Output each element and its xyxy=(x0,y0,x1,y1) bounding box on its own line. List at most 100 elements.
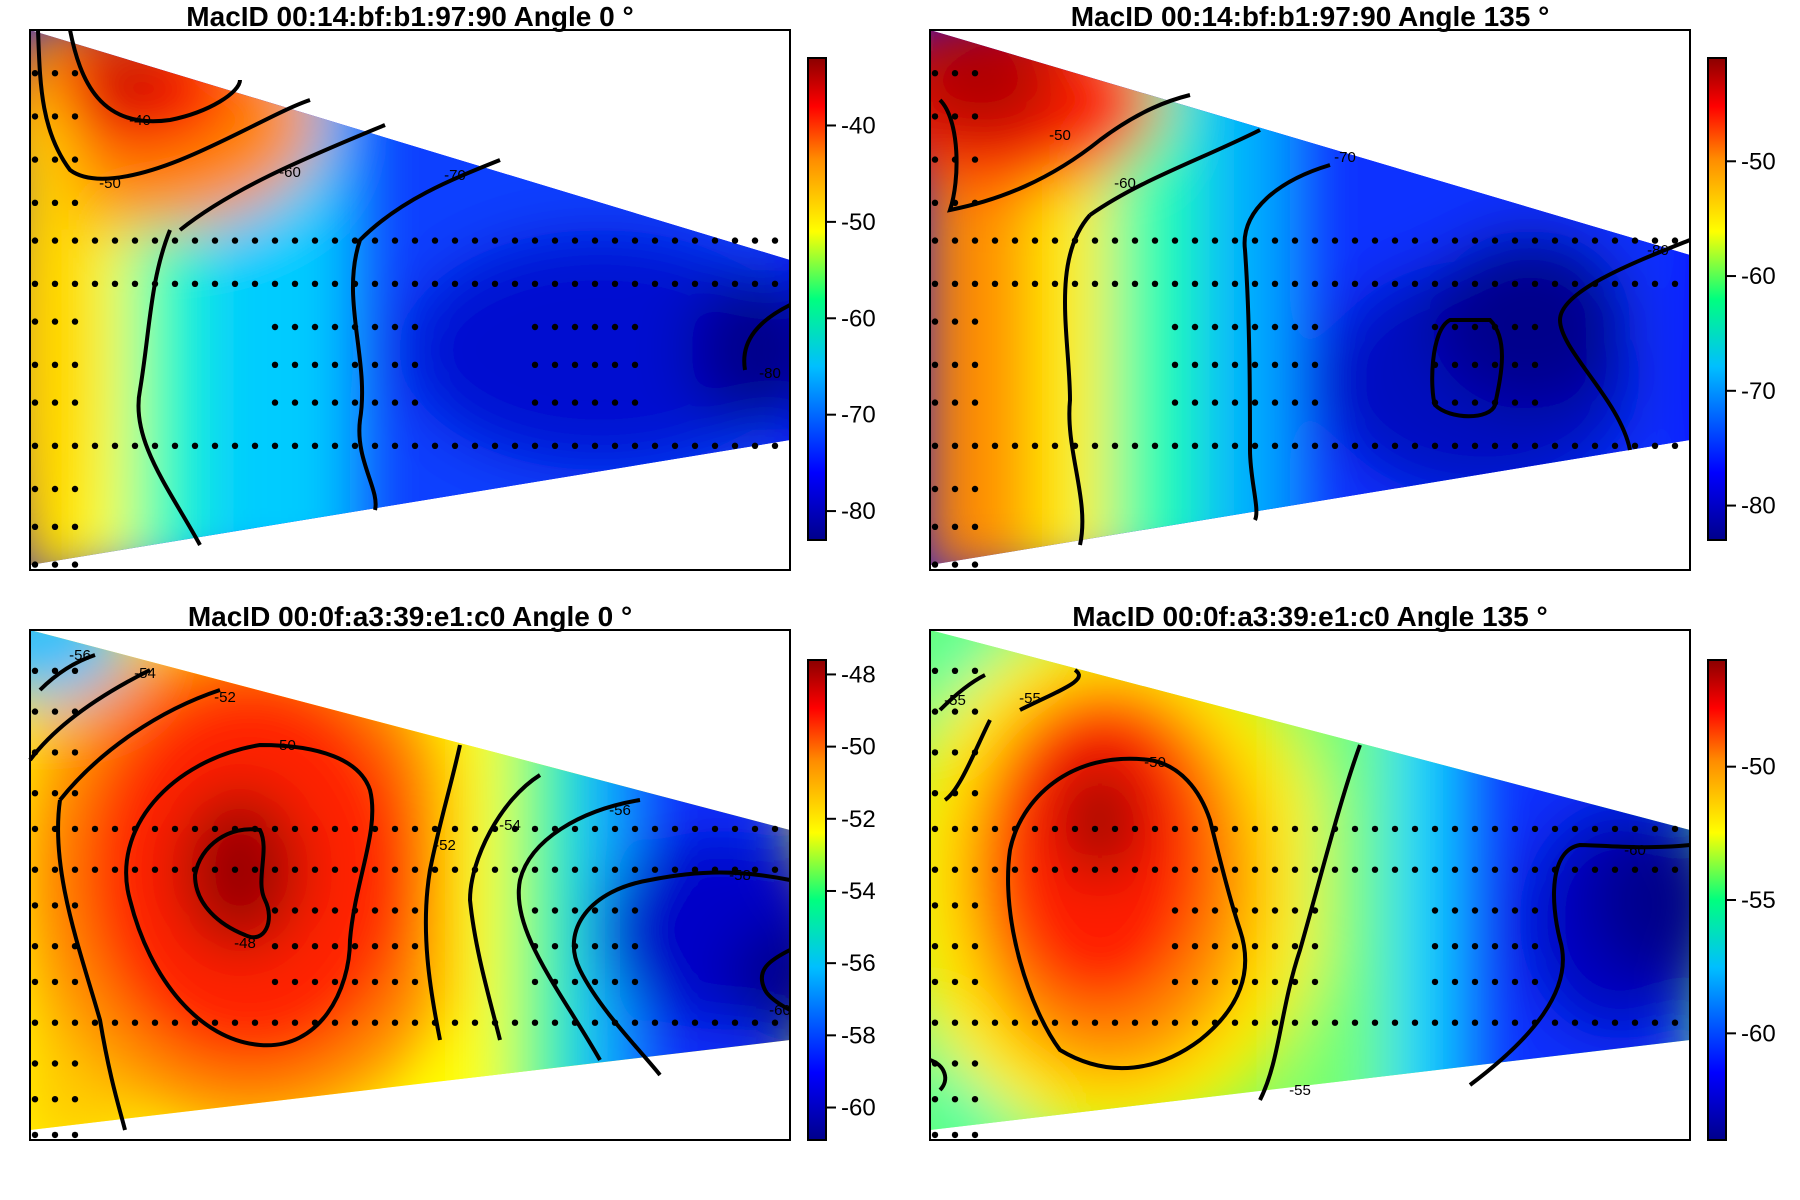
colorbar-ticks: -40 -50 -60 -70 -80 xyxy=(826,112,876,525)
sample-point xyxy=(531,943,539,950)
sample-point xyxy=(271,442,279,449)
sample-point xyxy=(971,866,979,873)
sample-point xyxy=(71,1019,79,1026)
sample-point xyxy=(931,70,939,77)
sample-point xyxy=(971,978,979,986)
sample-point xyxy=(31,978,39,986)
sample-point xyxy=(71,318,79,325)
sample-point xyxy=(1291,907,1299,914)
sample-point xyxy=(1491,978,1499,986)
sample-point xyxy=(1211,866,1219,873)
sample-point xyxy=(1651,280,1659,287)
sample-point xyxy=(1491,399,1499,406)
sample-point xyxy=(591,1019,599,1026)
sample-points xyxy=(31,70,779,568)
sample-point xyxy=(1411,280,1419,287)
sample-point xyxy=(531,399,539,406)
contour-label: -60 xyxy=(1114,175,1136,192)
sample-point xyxy=(1191,280,1199,287)
sample-point xyxy=(1531,323,1539,331)
sample-point xyxy=(351,442,359,449)
sample-points xyxy=(31,667,779,1139)
sample-point xyxy=(131,280,139,287)
sample-point xyxy=(931,978,939,986)
sample-point xyxy=(931,485,939,493)
contour--60 xyxy=(136,123,386,546)
sample-point xyxy=(31,1096,39,1103)
sample-point xyxy=(1491,866,1499,873)
sample-point xyxy=(1551,1019,1559,1026)
sample-point xyxy=(771,866,779,873)
sample-point xyxy=(1491,361,1499,368)
sample-point xyxy=(391,1019,399,1026)
sample-point xyxy=(1331,1019,1339,1026)
sample-point xyxy=(51,866,59,873)
sample-point xyxy=(1451,943,1459,950)
sample-point xyxy=(631,866,639,873)
sample-point xyxy=(951,156,959,163)
sample-point xyxy=(371,280,379,287)
sample-point xyxy=(391,907,399,914)
contour--54 xyxy=(467,773,542,1041)
sample-point xyxy=(71,237,79,244)
sample-point xyxy=(1431,825,1439,833)
contour-label: -80 xyxy=(759,365,781,382)
sample-point xyxy=(351,399,359,406)
sample-point xyxy=(751,280,759,287)
sample-point xyxy=(1531,361,1539,368)
sample-point xyxy=(1031,280,1039,287)
plot-frame xyxy=(29,29,791,571)
sample-point xyxy=(531,442,539,449)
contour-label: -50 xyxy=(99,175,121,192)
sample-point xyxy=(1671,866,1679,873)
sample-point xyxy=(1451,237,1459,244)
sample-point xyxy=(951,943,959,950)
colorbar-tick-label: -70 xyxy=(841,402,876,429)
panel-3: MacID 00:0f:a3:39:e1:c0 Angle 0 ° xyxy=(28,601,876,1141)
sample-point xyxy=(571,280,579,287)
sample-point xyxy=(191,825,199,833)
sample-point xyxy=(511,237,519,244)
contour--60 xyxy=(1063,128,1261,546)
sample-point xyxy=(1591,280,1599,287)
colorbar-ticks: -50 -55 -60 xyxy=(1726,754,1776,1047)
sample-point xyxy=(1291,399,1299,406)
sample-point xyxy=(191,866,199,873)
contour-label: -70 xyxy=(1334,149,1356,166)
sample-point xyxy=(51,1019,59,1026)
sample-point xyxy=(531,361,539,368)
sample-point xyxy=(131,442,139,449)
sample-point xyxy=(1031,237,1039,244)
panel-4: MacID 00:0f:a3:39:e1:c0 Angle 135 ° xyxy=(929,601,1776,1141)
contour--58 xyxy=(571,870,791,1077)
sample-point xyxy=(931,825,939,833)
sample-point xyxy=(611,237,619,244)
sample-point xyxy=(1231,907,1239,914)
sample-point xyxy=(611,1019,619,1026)
sample-point xyxy=(271,280,279,287)
sample-point xyxy=(1631,280,1639,287)
sample-point xyxy=(1191,1019,1199,1026)
colorbar-tick-label: -58 xyxy=(841,1022,876,1049)
sample-point xyxy=(1231,943,1239,950)
sample-point xyxy=(651,237,659,244)
sample-point xyxy=(431,280,439,287)
sample-point xyxy=(991,825,999,833)
sample-point xyxy=(1251,825,1259,833)
sample-point xyxy=(1471,943,1479,950)
contour-label: -40 xyxy=(129,112,151,129)
sample-point xyxy=(231,1019,239,1026)
sample-point xyxy=(951,442,959,449)
sample-point xyxy=(71,1096,79,1103)
sample-point xyxy=(711,866,719,873)
sample-point xyxy=(151,237,159,244)
sample-point xyxy=(291,323,299,331)
sample-point xyxy=(1671,442,1679,449)
sample-point xyxy=(591,978,599,986)
sample-point xyxy=(31,790,39,797)
sample-point xyxy=(331,280,339,287)
panel-title: MacID 00:14:bf:b1:97:90 Angle 135 ° xyxy=(1071,1,1550,32)
contour-label: -55 xyxy=(944,692,966,709)
sample-point xyxy=(131,237,139,244)
sample-point xyxy=(311,907,319,914)
